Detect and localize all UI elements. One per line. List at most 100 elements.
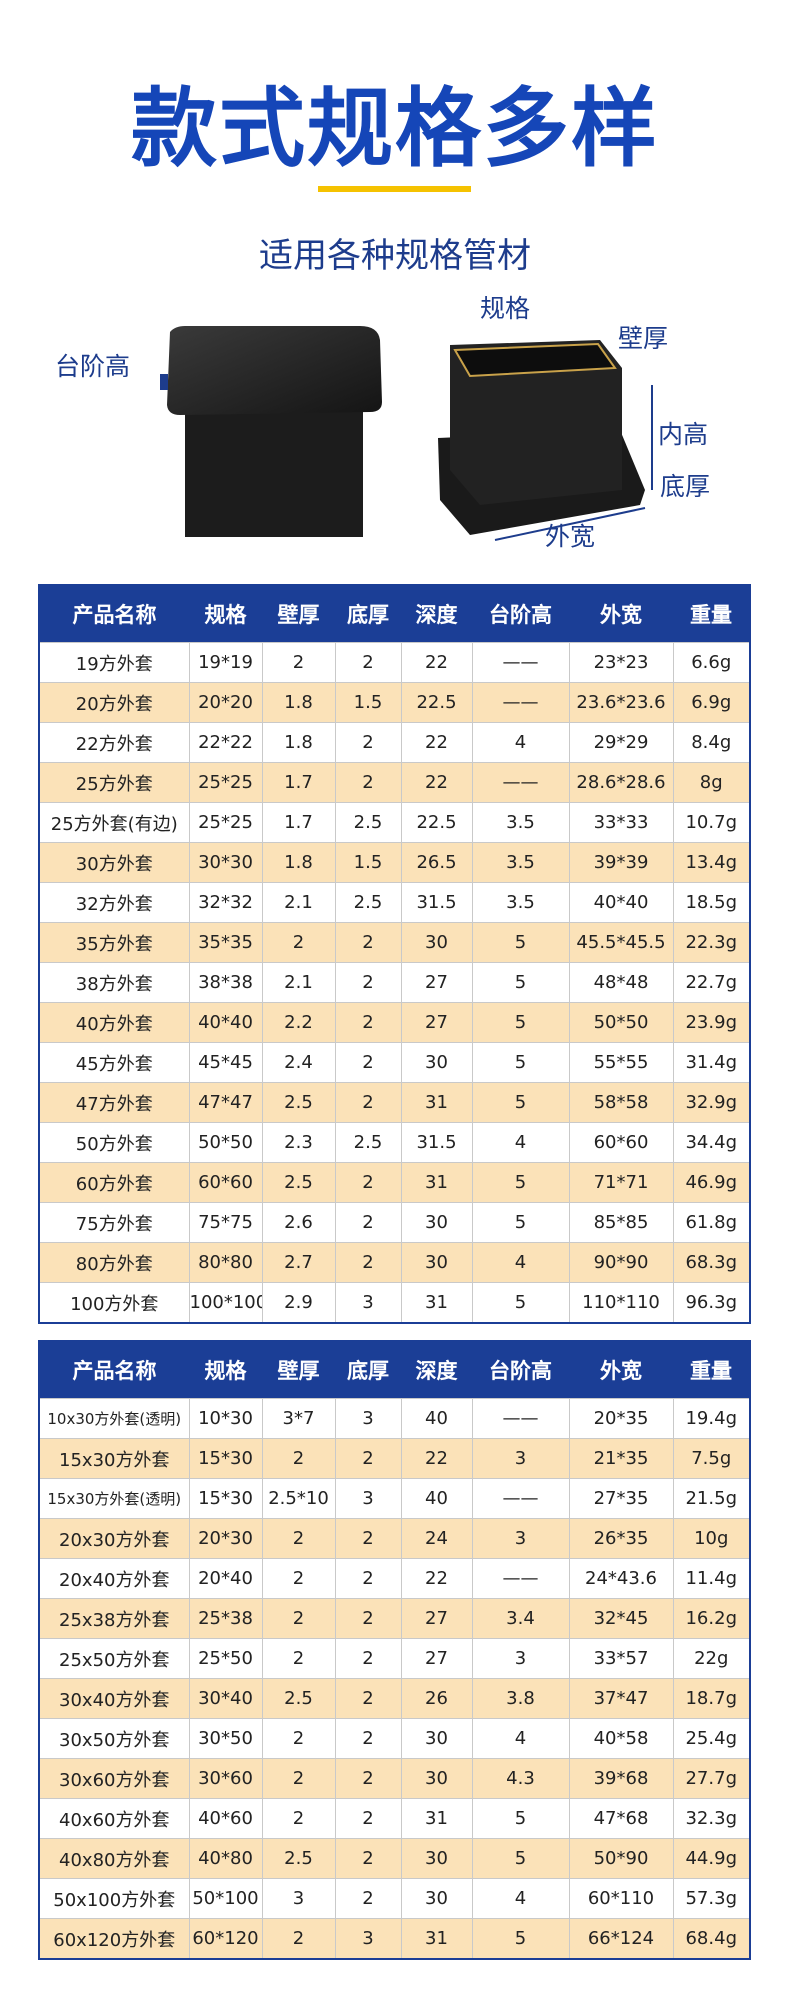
cell: 68.3g [672, 1242, 751, 1283]
cell: 2.2 [261, 1002, 336, 1043]
cell: 1.8 [261, 722, 336, 763]
cell: 2 [261, 1718, 336, 1759]
row: 25x38方外套 25*38 2 2 27 3.4 32*45 16.2g [38, 1598, 751, 1639]
cell: 15*30 [188, 1438, 263, 1479]
cell: 7.5g [672, 1438, 751, 1479]
cell: 15x30方外套(透明) [38, 1478, 190, 1519]
cell: —— [471, 642, 570, 683]
cell: 21.5g [672, 1478, 751, 1519]
cell: 39*68 [568, 1758, 674, 1799]
cell: 2 [334, 1838, 402, 1879]
cell: 3 [471, 1638, 570, 1679]
cell: 30 [400, 1758, 473, 1799]
cell: 27 [400, 1598, 473, 1639]
row: 20方外套 20*20 1.8 1.5 22.5 —— 23.6*23.6 6.9g [38, 682, 751, 723]
cell: 2 [334, 962, 402, 1003]
cell: 2 [334, 1718, 402, 1759]
cell: 55*55 [568, 1042, 674, 1083]
cell: 31 [400, 1082, 473, 1123]
cell: 2 [261, 1798, 336, 1839]
cell: 30x40方外套 [38, 1678, 190, 1719]
cell: 30x50方外套 [38, 1718, 190, 1759]
cell: 2 [334, 1678, 402, 1719]
cell: 31 [400, 1918, 473, 1960]
cell: 19方外套 [38, 642, 190, 683]
cell: 27 [400, 962, 473, 1003]
cell: 75方外套 [38, 1202, 190, 1243]
cell: 38*38 [188, 962, 263, 1003]
cell: 2 [261, 1598, 336, 1639]
cell: 5 [471, 1202, 570, 1243]
cell: 1.5 [334, 842, 402, 883]
header-cell: 深度 [401, 585, 472, 643]
cell: 22 [400, 1558, 473, 1599]
cell: 10x30方外套(透明) [38, 1398, 190, 1439]
cell: 2 [334, 722, 402, 763]
cell: 3.5 [471, 882, 570, 923]
cell: —— [471, 1398, 570, 1439]
cell: 31.4g [672, 1042, 751, 1083]
cell: 40*58 [568, 1718, 674, 1759]
header-cell: 台阶高 [472, 1341, 569, 1399]
cell: 10*30 [188, 1398, 263, 1439]
label: 外宽 [545, 522, 595, 551]
header-cell: 重量 [673, 1341, 750, 1399]
cell: 31 [400, 1282, 473, 1324]
cell: 50方外套 [38, 1122, 190, 1163]
cell: 58*58 [568, 1082, 674, 1123]
cell: 4.3 [471, 1758, 570, 1799]
cell: 26*35 [568, 1518, 674, 1559]
cell: 60*60 [568, 1122, 674, 1163]
cell: 3.5 [471, 842, 570, 883]
row: 100方外套 100*100 2.9 3 31 5 110*110 96.3g [38, 1282, 751, 1324]
cell: 27 [400, 1002, 473, 1043]
divider [318, 186, 471, 192]
cell: 2 [261, 642, 336, 683]
cell: 8.4g [672, 722, 751, 763]
cell: 20*40 [188, 1558, 263, 1599]
cell: 20*20 [188, 682, 263, 723]
cell: 2.5 [261, 1678, 336, 1719]
cell: 2 [261, 1558, 336, 1599]
cell: 2.4 [261, 1042, 336, 1083]
cell: 2.5 [261, 1082, 336, 1123]
cell: 22g [672, 1638, 751, 1679]
cell: 25*38 [188, 1598, 263, 1639]
cell: 38方外套 [38, 962, 190, 1003]
spec-table: 产品名称 规格 壁厚 底厚 深度 台阶高 外宽 重量 10x30方外套(透明) 10*30 3*7 3… [38, 1340, 751, 1960]
cell: 50x100方外套 [38, 1878, 190, 1919]
cell: 5 [471, 1798, 570, 1839]
label: 内高 [658, 420, 708, 449]
cell: 22 [400, 762, 473, 803]
cell: 90*90 [568, 1242, 674, 1283]
row: 45方外套 45*45 2.4 2 30 5 55*55 31.4g [38, 1042, 751, 1083]
row: 30x50方外套 30*50 2 2 30 4 40*58 25.4g [38, 1718, 751, 1759]
cell: 2 [334, 1438, 402, 1479]
spec-table: 产品名称 规格 壁厚 底厚 深度 台阶高 外宽 重量 19方外套 19*19 2 2 22 —— 23*23… [38, 584, 751, 1324]
header-cell: 台阶高 [472, 585, 569, 643]
cell: 68.4g [672, 1918, 751, 1960]
cell: 24*43.6 [568, 1558, 674, 1599]
cell: 6.9g [672, 682, 751, 723]
cell: —— [471, 762, 570, 803]
cell: 2 [334, 1202, 402, 1243]
cell: 2.7 [261, 1242, 336, 1283]
product-diagram: 台阶高 规格 壁厚 内高 底厚 外宽 [55, 294, 710, 551]
cell: 22.7g [672, 962, 751, 1003]
cell: 2 [261, 1918, 336, 1960]
cell: 40 [400, 1398, 473, 1439]
cell: 2.9 [261, 1282, 336, 1324]
cell: 22 [400, 722, 473, 763]
cell: 60x120方外套 [38, 1918, 190, 1960]
cell: 5 [471, 1082, 570, 1123]
cell: 3.4 [471, 1598, 570, 1639]
cell: 2.5 [334, 882, 402, 923]
cell: 60方外套 [38, 1162, 190, 1203]
cell: 25方外套 [38, 762, 190, 803]
label: 底厚 [660, 472, 710, 501]
cell: 20*30 [188, 1518, 263, 1559]
cell: 32.3g [672, 1798, 751, 1839]
row: 35方外套 35*35 2 2 30 5 45.5*45.5 22.3g [38, 922, 751, 963]
header-cell: 产品名称 [39, 1341, 189, 1399]
